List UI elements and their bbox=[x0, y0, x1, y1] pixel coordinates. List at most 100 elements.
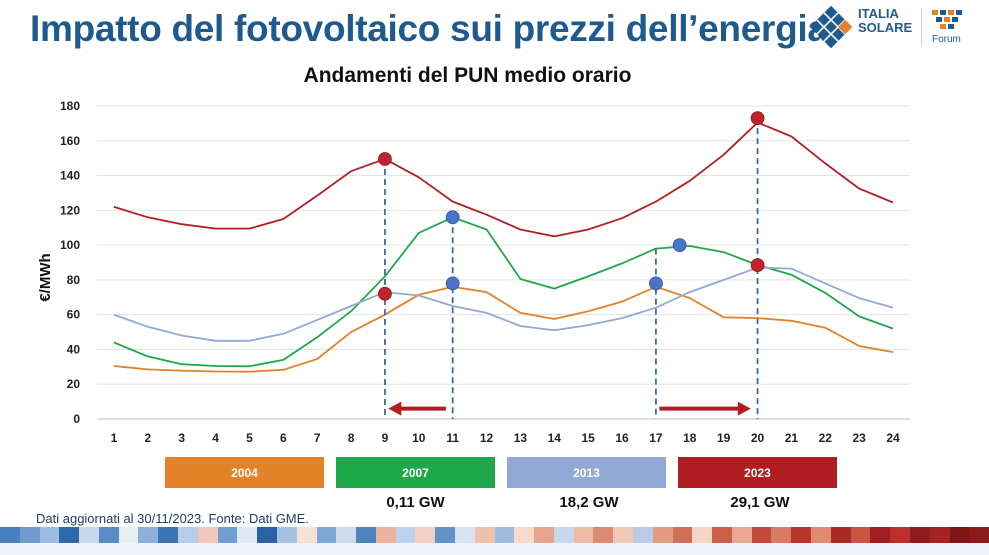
stripe bbox=[633, 527, 653, 543]
stripe bbox=[890, 527, 910, 543]
stripe bbox=[771, 527, 792, 543]
stripe bbox=[336, 527, 357, 543]
x-tick-label: 16 bbox=[615, 431, 629, 445]
stripe bbox=[415, 527, 436, 543]
peak-marker-red bbox=[750, 258, 765, 273]
stripe bbox=[178, 527, 198, 543]
x-tick-label: 12 bbox=[480, 431, 494, 445]
x-tick-label: 11 bbox=[446, 431, 459, 445]
source-footnote: Dati aggiornati al 30/11/2023. Fonte: Da… bbox=[36, 511, 309, 526]
x-tick-label: 21 bbox=[785, 431, 799, 445]
capacity-2007: 0,11 GW bbox=[386, 494, 445, 511]
x-tick-label: 3 bbox=[178, 431, 185, 445]
legend-2004-label: 2004 bbox=[231, 465, 258, 480]
x-tick-label: 10 bbox=[412, 431, 426, 445]
peak-marker-red bbox=[378, 286, 392, 301]
peak-marker-blue bbox=[445, 210, 460, 225]
logo-divider bbox=[921, 8, 922, 46]
y-tick-label: 100 bbox=[60, 238, 80, 252]
stripe bbox=[118, 527, 139, 543]
x-tick-label: 2 bbox=[144, 431, 151, 445]
stripe bbox=[652, 527, 673, 543]
shift-arrow-head bbox=[388, 401, 402, 416]
x-tick-label: 15 bbox=[582, 431, 596, 445]
stripe bbox=[98, 527, 119, 543]
stripe bbox=[909, 527, 930, 543]
stripe bbox=[692, 527, 713, 543]
forum-logo-icon bbox=[932, 10, 962, 29]
italia-solare-logo: ITALIA SOLARE Forum bbox=[806, 2, 986, 50]
stripe bbox=[514, 527, 535, 543]
x-tick-label: 20 bbox=[751, 431, 765, 445]
stripe bbox=[929, 527, 950, 543]
x-tick-label: 23 bbox=[853, 431, 867, 445]
x-tick-label: 1 bbox=[111, 431, 118, 445]
logo-line-solare: SOLARE bbox=[858, 20, 913, 35]
capacity-2023: 29,1 GW bbox=[730, 494, 790, 511]
stripe bbox=[217, 527, 238, 543]
stripe bbox=[534, 527, 554, 543]
y-tick-label: 160 bbox=[60, 134, 80, 148]
y-tick-label: 40 bbox=[67, 342, 81, 356]
stripe bbox=[158, 527, 179, 543]
stripe bbox=[395, 527, 416, 543]
series-line-2013 bbox=[113, 266, 894, 342]
stripe bbox=[712, 527, 732, 543]
stripe bbox=[593, 527, 614, 543]
y-tick-label: 180 bbox=[60, 99, 80, 113]
stripe bbox=[811, 527, 831, 543]
chart-title: Andamenti del PUN medio orario bbox=[303, 64, 632, 87]
y-tick-label: 80 bbox=[67, 273, 81, 287]
stripe bbox=[613, 527, 633, 543]
x-tick-label: 7 bbox=[314, 431, 321, 445]
series-line-2023 bbox=[113, 121, 894, 238]
legend-2013-label: 2013 bbox=[573, 465, 600, 480]
y-axis-label: €/MWh bbox=[37, 253, 54, 301]
x-tick-label: 5 bbox=[246, 431, 253, 445]
y-tick-label: 0 bbox=[73, 412, 80, 426]
y-tick-label: 60 bbox=[67, 308, 81, 322]
stripe bbox=[494, 527, 515, 543]
y-tick-label: 120 bbox=[60, 203, 80, 217]
stripe bbox=[870, 527, 891, 543]
y-tick-label: 140 bbox=[60, 169, 80, 183]
stripe bbox=[454, 527, 475, 543]
solar-panel-logo-icon bbox=[809, 5, 853, 49]
x-tick-label: 4 bbox=[212, 431, 219, 445]
bottom-band bbox=[0, 543, 989, 555]
x-tick-label: 14 bbox=[548, 431, 562, 445]
series-line-2004 bbox=[113, 285, 894, 373]
legend-2023: 2023 bbox=[678, 457, 837, 488]
peak-marker-red bbox=[750, 111, 765, 126]
x-tick-label: 13 bbox=[514, 431, 528, 445]
x-tick-label: 24 bbox=[886, 431, 900, 445]
stripe bbox=[257, 527, 277, 543]
x-tick-label: 8 bbox=[348, 431, 355, 445]
stripe bbox=[553, 527, 574, 543]
legend-2013: 2013 bbox=[507, 457, 666, 488]
stripe bbox=[79, 527, 99, 543]
peak-marker-blue bbox=[649, 276, 663, 291]
stripe bbox=[138, 527, 159, 543]
stripe bbox=[435, 527, 455, 543]
shift-arrow-head bbox=[737, 401, 751, 416]
stripe bbox=[19, 527, 40, 543]
legend-2023-label: 2023 bbox=[744, 465, 771, 480]
stripe bbox=[949, 527, 970, 543]
warming-stripes-band bbox=[0, 527, 989, 543]
x-tick-label: 17 bbox=[649, 431, 663, 445]
logo-forum-label: Forum bbox=[932, 34, 961, 45]
stripe bbox=[573, 527, 594, 543]
stripe bbox=[672, 527, 693, 543]
stripe bbox=[39, 527, 60, 543]
x-tick-label: 19 bbox=[717, 431, 731, 445]
stripe bbox=[59, 527, 80, 543]
stripe bbox=[791, 527, 812, 543]
stripe bbox=[197, 527, 218, 543]
x-tick-label: 22 bbox=[819, 431, 833, 445]
peak-marker-blue bbox=[445, 276, 460, 291]
stripe bbox=[237, 527, 258, 543]
stripe bbox=[751, 527, 772, 543]
y-tick-label: 20 bbox=[67, 377, 81, 391]
